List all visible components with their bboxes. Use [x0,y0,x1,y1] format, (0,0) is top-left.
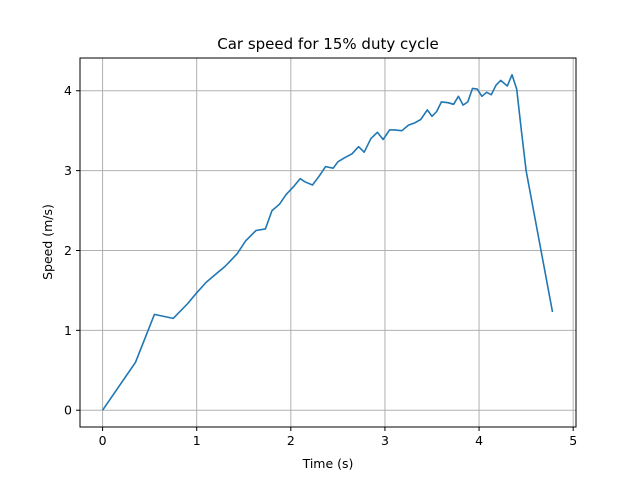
x-tick-label: 5 [569,433,577,448]
x-tick-label: 1 [193,433,201,448]
speed-series-line [101,74,554,411]
plot-layer [101,74,554,411]
ticks-layer: 0 1 2 3 4 5 0 1 2 3 4 [64,83,577,448]
y-tick-label: 0 [64,403,72,418]
grid-layer [80,58,576,427]
y-tick-label: 4 [64,83,72,98]
x-tick-label: 3 [381,433,389,448]
chart-title: Car speed for 15% duty cycle [217,35,439,53]
x-tick-label: 2 [287,433,295,448]
x-axis-label: Time (s) [302,456,354,471]
plot-frame [79,57,577,428]
x-tick-label: 0 [99,433,107,448]
y-tick-label: 2 [64,243,72,258]
x-tick-label: 4 [475,433,483,448]
y-tick-label: 1 [64,323,72,338]
y-tick-label: 3 [64,163,72,178]
y-axis-label: Speed (m/s) [40,204,55,280]
